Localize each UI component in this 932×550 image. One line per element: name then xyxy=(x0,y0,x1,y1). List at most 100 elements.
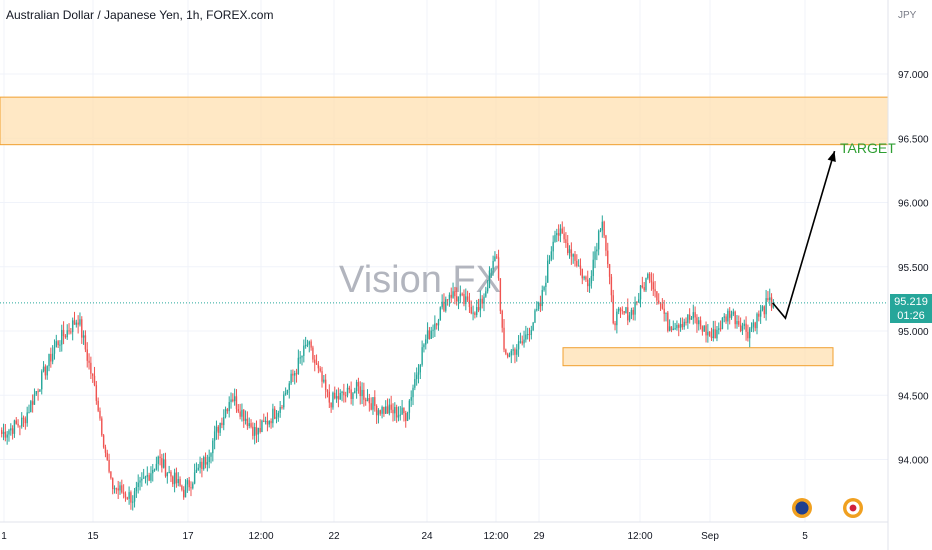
candle-body xyxy=(255,427,258,435)
candle-body xyxy=(84,335,87,350)
candle-body xyxy=(157,456,159,464)
candle-body xyxy=(308,341,310,345)
candle-body xyxy=(506,353,509,357)
candle-body xyxy=(199,461,201,468)
candle-body xyxy=(19,425,21,427)
candle-body xyxy=(81,319,83,338)
economic-event-japan-icon[interactable] xyxy=(843,498,863,518)
candle-body xyxy=(576,260,578,266)
candle-body xyxy=(372,397,374,410)
candle-body xyxy=(86,349,88,361)
candle-body xyxy=(543,286,545,291)
candle-body xyxy=(346,387,349,396)
candle-body xyxy=(654,289,656,292)
candle-body xyxy=(193,472,196,484)
candle-body xyxy=(46,366,48,376)
candle-body xyxy=(152,469,154,474)
candle-body xyxy=(694,312,696,318)
chart-title: Australian Dollar / Japanese Yen, 1h, FO… xyxy=(6,8,274,22)
candle-body xyxy=(526,334,529,336)
candle-body xyxy=(73,320,76,325)
candle-body xyxy=(2,431,5,434)
support-zone[interactable] xyxy=(562,347,834,367)
candle-body xyxy=(132,501,134,503)
candle-body xyxy=(692,312,694,319)
candle-body xyxy=(405,413,407,421)
candle-body xyxy=(730,314,733,318)
candle-body xyxy=(41,371,43,390)
candle-body xyxy=(738,321,740,325)
candle-body xyxy=(456,296,458,302)
candle-body xyxy=(344,395,347,397)
candle-body xyxy=(596,249,598,252)
candle-body xyxy=(175,472,178,484)
candle-body xyxy=(690,318,693,320)
candle-body xyxy=(612,295,614,324)
candle-body xyxy=(264,420,267,422)
candle-body xyxy=(465,296,467,304)
candle-body xyxy=(712,329,715,339)
candle-body xyxy=(397,415,400,418)
candle-body xyxy=(288,383,290,390)
candle-body xyxy=(365,399,367,402)
last-price-badge: 95.219 01:26 xyxy=(890,294,932,323)
candle-body xyxy=(490,269,492,271)
candle-body xyxy=(590,276,593,284)
candle-body xyxy=(414,379,416,388)
candle-body xyxy=(508,355,511,357)
candle-body xyxy=(186,480,189,485)
candle-body xyxy=(115,488,118,490)
candle-body xyxy=(481,298,483,304)
candle-body xyxy=(415,374,418,380)
candle-body xyxy=(765,298,767,315)
candle-body xyxy=(170,471,172,477)
candle-body xyxy=(565,239,567,243)
candle-body xyxy=(647,273,649,279)
economic-event-australia-icon[interactable] xyxy=(792,498,812,518)
candle-body xyxy=(339,392,341,400)
candle-body xyxy=(284,392,287,395)
candle-body xyxy=(48,353,50,367)
candle-body xyxy=(195,469,198,473)
candle-body xyxy=(155,463,158,470)
candle-body xyxy=(736,321,738,325)
candle-body xyxy=(21,417,23,427)
candle-body xyxy=(321,371,323,382)
candle-body xyxy=(587,279,589,287)
time-axis[interactable]: 1 15 17 12:00 22 24 12:00 29 12:00 Sep 5 xyxy=(1,531,808,542)
candle-body xyxy=(28,412,30,414)
candle-body xyxy=(517,341,520,350)
bar-countdown: 01:26 xyxy=(897,310,925,322)
candle-body xyxy=(177,479,179,484)
candle-body xyxy=(297,357,300,374)
candle-body xyxy=(130,492,132,503)
candle-body xyxy=(443,301,445,311)
candle-body xyxy=(110,471,112,479)
candle-body xyxy=(454,291,456,297)
candle-body xyxy=(50,353,52,362)
candle-body xyxy=(53,347,56,354)
candle-body xyxy=(641,285,644,288)
candle-body xyxy=(146,475,148,477)
candle-body xyxy=(112,478,114,489)
candle-body xyxy=(64,336,67,338)
resistance-zone[interactable] xyxy=(0,96,889,146)
candle-body xyxy=(665,312,667,314)
candle-body xyxy=(670,326,673,331)
candle-body xyxy=(188,480,190,488)
candle-body xyxy=(668,326,671,331)
candle-body xyxy=(179,479,181,486)
candle-body xyxy=(275,416,278,419)
candle-body xyxy=(144,476,147,478)
time-tick-label: 12:00 xyxy=(483,531,508,542)
candle-body xyxy=(183,489,185,498)
candle-body xyxy=(212,440,214,454)
price-axis[interactable]: JPY 97.000 96.500 96.000 95.500 95.000 94.500… xyxy=(898,10,929,467)
candle-body xyxy=(303,345,305,356)
candle-body xyxy=(334,392,336,399)
candle-body xyxy=(747,331,749,339)
candle-body xyxy=(759,309,762,317)
candle-body xyxy=(66,330,68,338)
candle-body xyxy=(432,329,434,331)
